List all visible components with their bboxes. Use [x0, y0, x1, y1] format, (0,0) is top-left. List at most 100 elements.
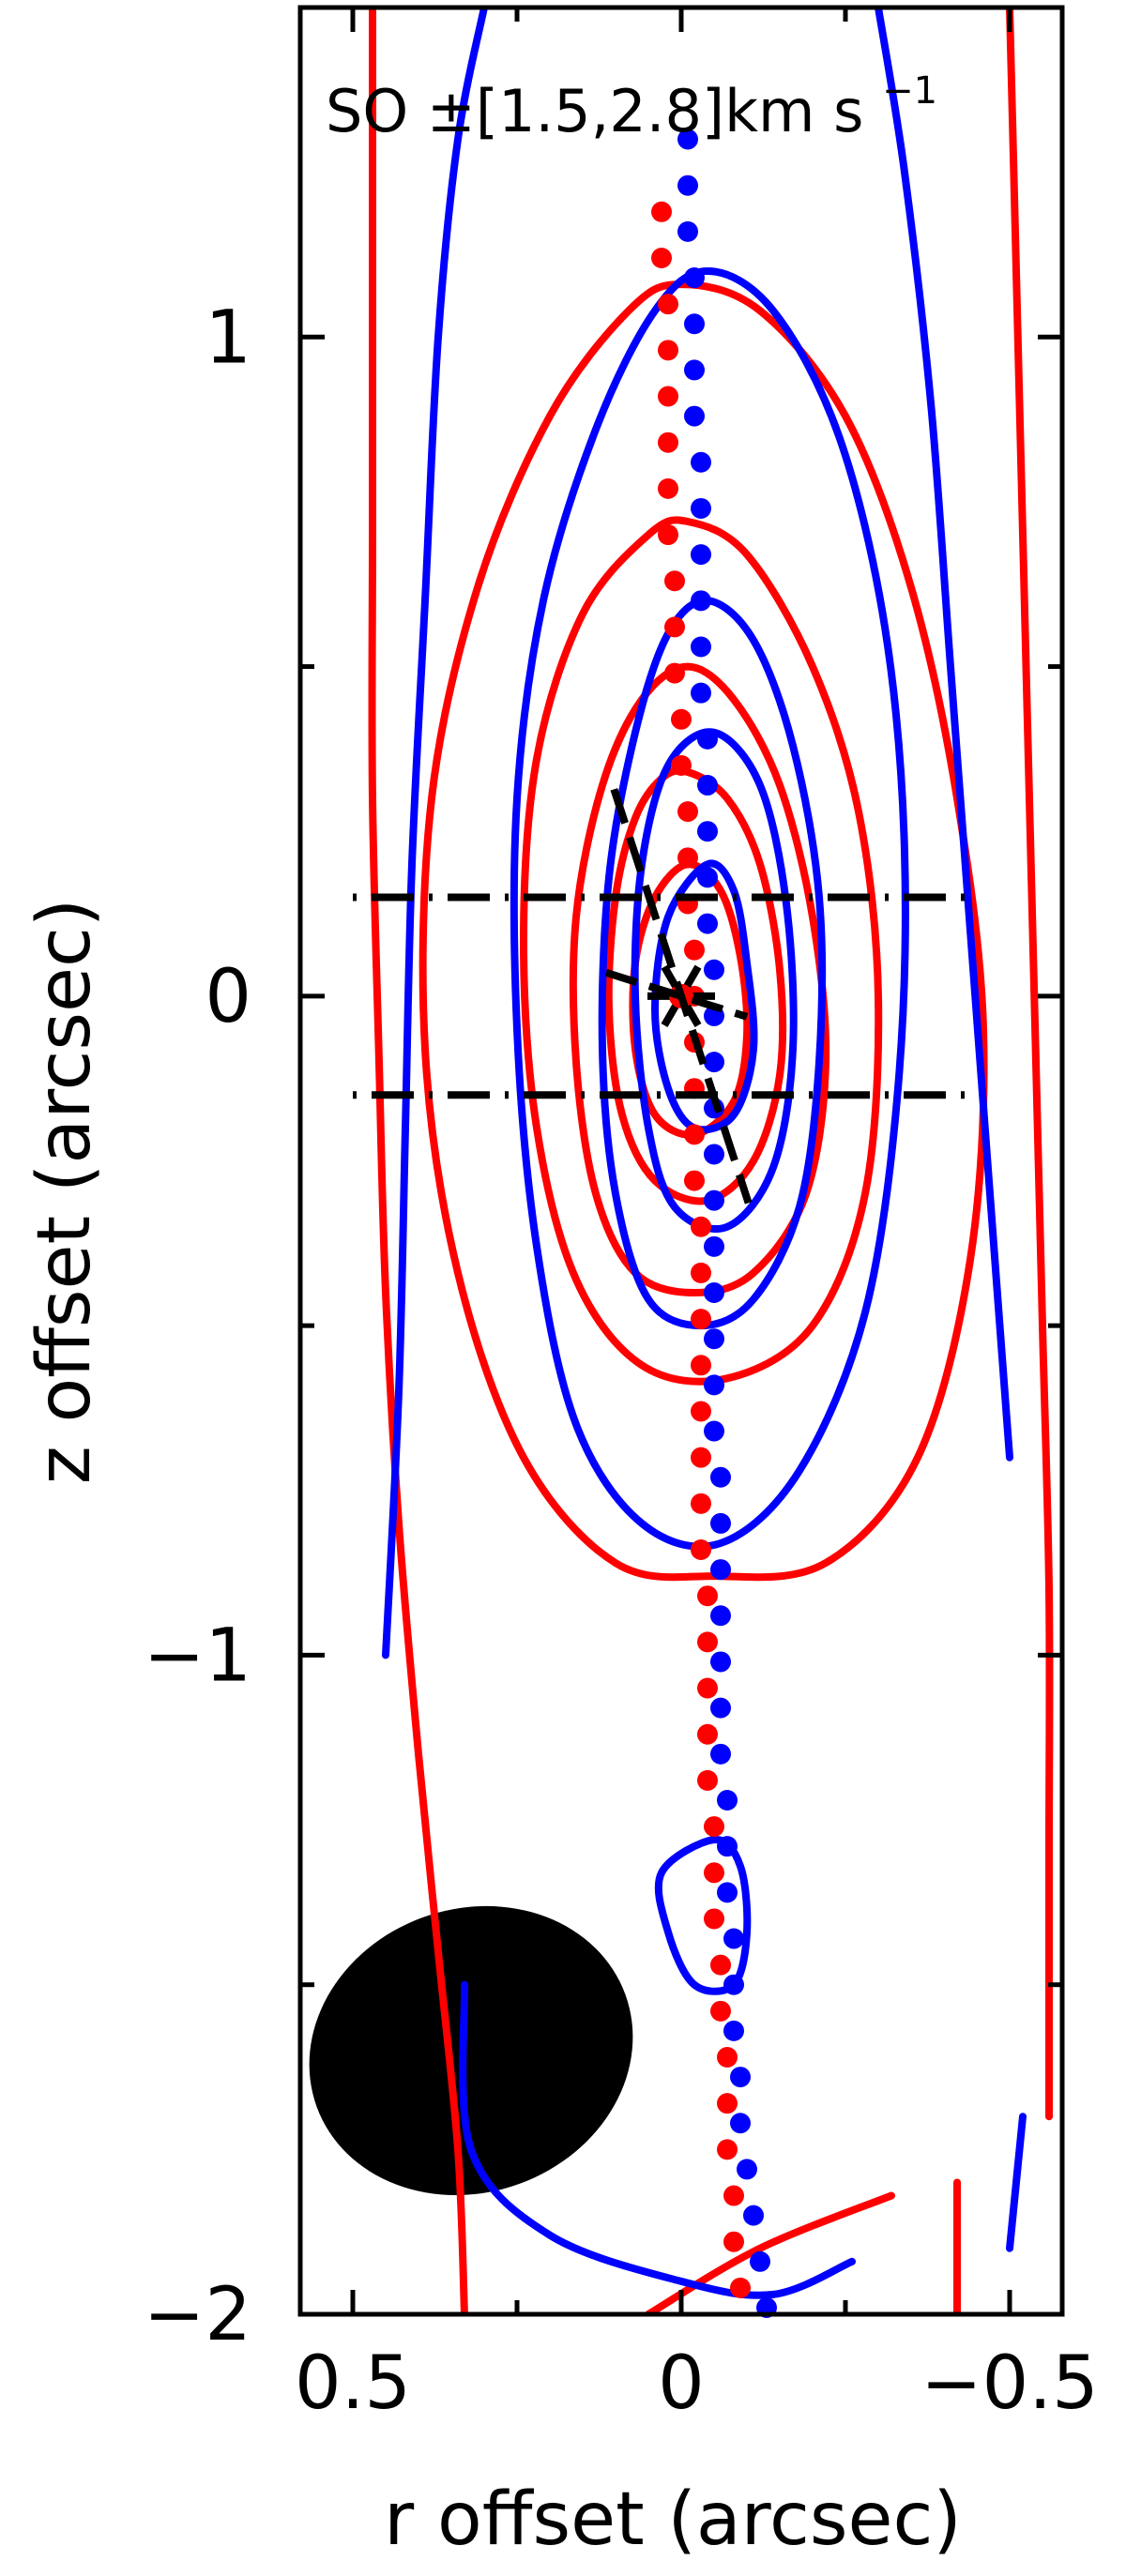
ridge-red-dot	[697, 1677, 718, 1699]
ridge-red-dot	[658, 340, 678, 361]
ridge-red-dot	[691, 1309, 711, 1330]
jet-axis-dashes	[610, 788, 753, 1205]
contour-line-s0-3	[604, 766, 787, 1205]
ridge-blue-dot	[710, 1559, 731, 1581]
ridge-red-dot	[658, 432, 678, 453]
ridge-red-dot	[704, 1862, 724, 1884]
ridge-blue-dot	[697, 913, 718, 934]
x-tick-label: 0	[658, 2341, 705, 2426]
contour-line-s1-4	[654, 1836, 752, 1995]
ridge-dots-layer	[651, 129, 777, 2318]
ridge-red-dot	[691, 1262, 711, 1283]
ridge-blue-dot	[730, 2113, 751, 2134]
chart-title: SO ±[1.5,2.8]km s −1	[326, 69, 937, 145]
ridge-red-dot	[691, 1355, 711, 1376]
ridge-red-dot	[697, 1631, 718, 1653]
ridge-blue-dot	[704, 1282, 724, 1304]
ridge-blue-dot	[691, 497, 711, 519]
chart-title-superscript: −1	[882, 69, 937, 113]
beam-ellipse	[309, 1905, 633, 2196]
ridge-red-dot	[691, 1401, 711, 1422]
contour-line-s0-1	[520, 516, 883, 1386]
ridge-red-dot	[717, 2139, 738, 2160]
ridge-red-dot	[704, 1816, 724, 1838]
ridge-red-dot	[717, 2093, 738, 2114]
ridge-blue-dot	[710, 1651, 731, 1673]
ridge-red-dot	[730, 2277, 751, 2298]
contour-line-s1-3	[651, 859, 758, 1134]
ridge-blue-dot	[704, 1144, 724, 1165]
ridge-red-dot	[691, 1447, 711, 1468]
ridge-blue-dot	[697, 775, 718, 796]
ridge-blue-dot	[704, 1052, 724, 1073]
x-tick-label: 0.5	[295, 2341, 411, 2426]
ridge-red-dot	[691, 1539, 711, 1561]
ridge-red-dot	[697, 1769, 718, 1791]
ridge-blue-dot	[691, 451, 711, 473]
ridge-blue-dot	[723, 1974, 744, 1995]
ridge-blue-dot	[710, 1605, 731, 1627]
ridge-red-dot	[684, 1170, 705, 1191]
ridge-blue-dot	[697, 867, 718, 888]
contour-line-s0-5	[368, 8, 468, 2314]
ridge-red-dot	[684, 939, 705, 961]
ridge-blue-dot	[710, 1466, 731, 1488]
ridge-blue-dot	[710, 1743, 731, 1765]
ridge-red-dot	[651, 247, 672, 268]
ridge-blue-dot	[677, 174, 698, 196]
ridge-red-dot	[671, 754, 692, 776]
ridge-blue-dot	[723, 1928, 744, 1949]
ridge-blue-dot	[684, 267, 705, 289]
ridge-blue-dot	[697, 821, 718, 842]
ridge-blue-dot	[710, 1697, 731, 1719]
ridge-red-dot	[710, 1954, 731, 1976]
y-tick-label: −1	[144, 1614, 251, 1698]
ridge-red-dot	[684, 1124, 705, 1145]
ridge-blue-dot	[704, 1235, 724, 1257]
ridge-blue-dot	[704, 1420, 724, 1442]
ridge-red-dot	[671, 708, 692, 730]
contour-line-s1-6	[875, 8, 1013, 1462]
y-tick-label: −2	[144, 2273, 251, 2357]
contour-line-s1-5	[382, 8, 488, 1659]
ridge-red-dot	[658, 477, 678, 499]
y-tick-label: 0	[205, 955, 251, 1039]
ridge-blue-dot	[691, 544, 711, 566]
ridge-red-dot	[691, 1216, 711, 1237]
ridge-blue-dot	[743, 2205, 764, 2226]
y-axis-label: z offset (arcsec)	[23, 899, 107, 1485]
ridge-red-dot	[697, 1723, 718, 1745]
ridge-blue-dot	[730, 2067, 751, 2088]
ridge-red-dot	[658, 294, 678, 315]
ridge-blue-dot	[704, 959, 724, 980]
contour-line-s0-6	[1006, 8, 1054, 2121]
ridge-blue-dot	[704, 1374, 724, 1396]
ticks-layer: 0.5 0 −0.5 1 0 −1 −2	[144, 8, 1099, 2426]
ridge-red-dot	[658, 386, 678, 407]
ridge-blue-dot	[677, 129, 698, 150]
ridge-blue-dot	[684, 405, 705, 427]
ridge-blue-dot	[737, 2159, 757, 2180]
contour-line-s0-2	[569, 662, 830, 1296]
ridge-red-dot	[704, 1908, 724, 1930]
ridge-blue-dot	[750, 2250, 770, 2272]
ridge-red-dot	[664, 662, 685, 684]
ridge-blue-dot	[691, 682, 711, 704]
ridge-blue-dot	[717, 1882, 738, 1903]
ridge-blue-dot	[684, 313, 705, 335]
ridge-red-dot	[677, 847, 698, 869]
ridge-red-dot	[677, 801, 698, 823]
y-tick-label: 1	[205, 295, 251, 380]
ridge-red-dot	[664, 570, 685, 592]
ridge-red-dot	[691, 1493, 711, 1514]
ridge-blue-dot	[691, 590, 711, 612]
ridge-blue-dot	[723, 2020, 744, 2041]
ridge-blue-dot	[684, 359, 705, 381]
ridge-red-dot	[717, 2046, 738, 2068]
ridge-red-dot	[723, 2185, 744, 2206]
contour-line-s1-7	[459, 1980, 856, 2299]
ridge-blue-dot	[704, 1328, 724, 1350]
chart-title-text: SO ±[1.5,2.8]km s	[326, 77, 863, 145]
ridge-blue-dot	[710, 1512, 731, 1534]
